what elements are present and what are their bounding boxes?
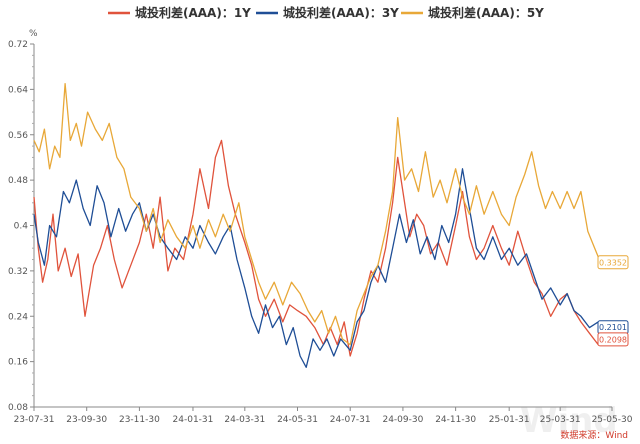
y-tick-label: 0.4 — [14, 222, 29, 232]
end-labels: 0.2101 0.2098 0.3352 — [597, 255, 629, 347]
y-tick-label: 0.56 — [8, 131, 28, 141]
x-tick-label: 24-05-31 — [277, 415, 318, 425]
end-label-value: 0.2098 — [599, 335, 627, 344]
series-line-2y — [33, 168, 613, 368]
source-note: 数据来源：Wind — [560, 429, 628, 441]
x-axis: 23-07-31 23-09-30 23-11-30 24-01-31 24-03-31… — [14, 406, 633, 425]
x-tick-label: 25-03-31 — [540, 415, 581, 425]
x-tick-label: 23-07-31 — [14, 415, 55, 425]
y-axis-unit: % — [29, 29, 38, 39]
y-tick-label: 0.16 — [8, 358, 28, 368]
x-tick-label: 24-01-31 — [173, 415, 214, 425]
x-tick-label: 24-09-30 — [382, 415, 423, 425]
legend: 城投利差(AAA)：1Y 城投利差(AAA)：3Y 城投利差(AAA)：5Y — [108, 5, 544, 20]
y-tick-label: 0.72 — [8, 40, 28, 50]
x-tick-label: 25-01-31 — [489, 415, 530, 425]
x-tick-label: 23-09-30 — [66, 415, 107, 425]
x-tick-label: 24-03-31 — [224, 415, 265, 425]
legend-label-2: 城投利差(AAA)：3Y — [283, 5, 399, 20]
end-label-value: 0.2101 — [599, 323, 627, 332]
x-tick-label: 23-11-30 — [119, 415, 160, 425]
end-label-value: 0.3352 — [599, 258, 627, 267]
x-tick-label: 24-07-31 — [330, 415, 371, 425]
y-tick-label: 0.64 — [8, 85, 28, 95]
legend-label-3: 城投利差(AAA)：5Y — [428, 5, 544, 20]
series-lines — [33, 83, 613, 368]
x-tick-label: 24-11-30 — [435, 415, 476, 425]
x-tick-label: 25-05-30 — [592, 415, 633, 425]
y-tick-label: 0.24 — [8, 312, 28, 322]
y-tick-label: 0.48 — [8, 176, 28, 186]
end-label-box — [597, 255, 629, 270]
legend-label-1: 城投利差(AAA)：1Y — [135, 5, 251, 20]
y-tick-label: 0.08 — [8, 403, 28, 413]
series-line-3y — [33, 83, 613, 346]
watermark-text: Wind — [520, 401, 618, 441]
y-axis: 0.08 0.16 0.24 0.32 0.4 0.48 0.56 0.64 0.72 — [8, 40, 35, 413]
y-tick-label: 0.32 — [8, 267, 28, 277]
end-label-box — [597, 332, 629, 347]
series-line-1y — [33, 139, 613, 357]
